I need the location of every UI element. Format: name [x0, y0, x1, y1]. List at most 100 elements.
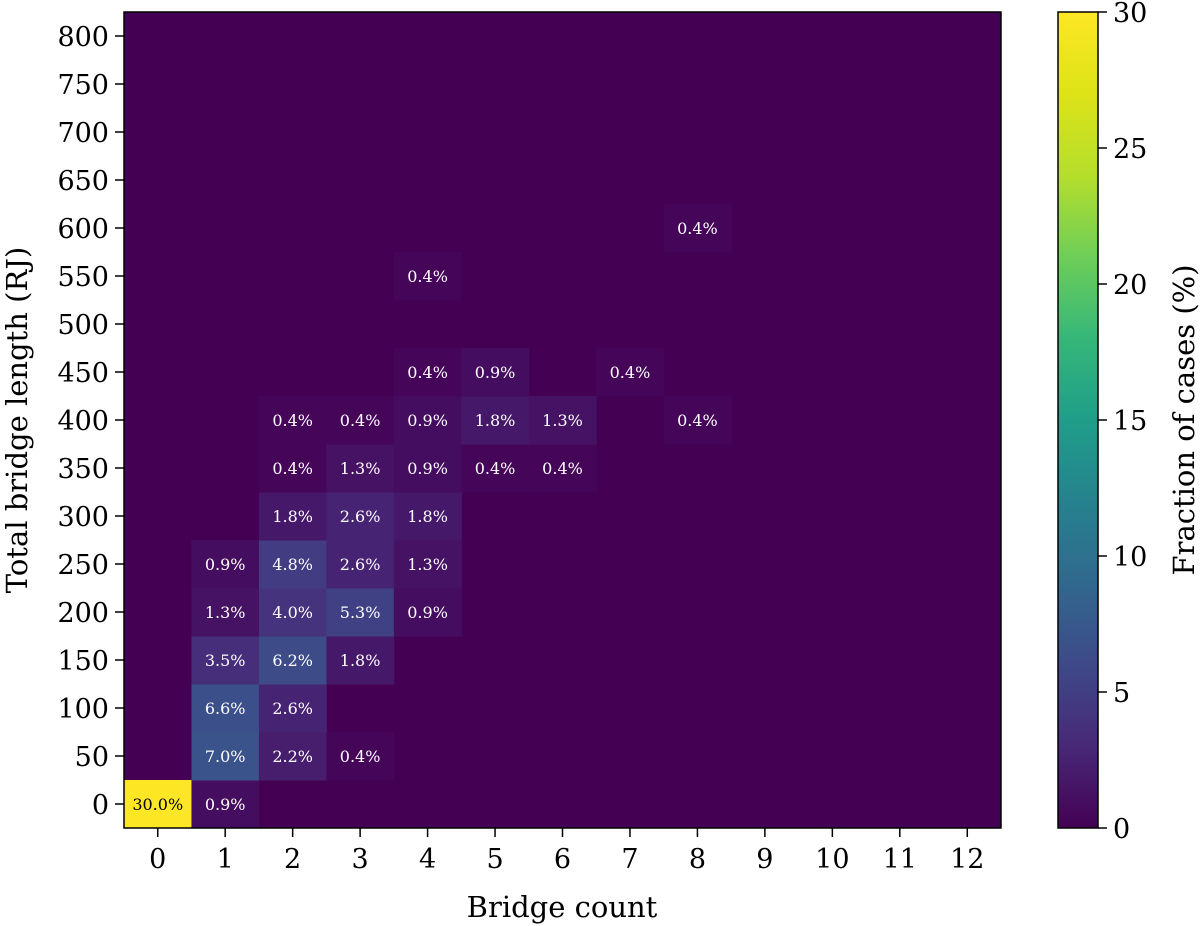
heatmap-cell — [326, 444, 395, 493]
x-tick-label: 8 — [689, 844, 706, 875]
cell-value-label: 2.6% — [272, 699, 313, 718]
heatmap-cell — [258, 396, 327, 445]
colorbar — [1057, 11, 1099, 829]
heatmap-cell — [326, 396, 395, 445]
x-tick-label: 2 — [284, 844, 301, 875]
heatmap-cell — [393, 492, 462, 541]
x-tick-label: 4 — [419, 844, 436, 875]
x-tick-label: 6 — [554, 844, 571, 875]
cell-value-label: 0.9% — [407, 603, 448, 622]
cell-value-label: 30.0% — [132, 795, 183, 814]
cell-value-label: 6.2% — [272, 651, 313, 670]
y-tick-label: 250 — [57, 550, 109, 581]
y-tick-label: 750 — [57, 70, 109, 101]
heatmap-cell — [528, 444, 597, 493]
cell-value-label: 1.3% — [340, 459, 381, 478]
cell-value-label: 0.9% — [205, 555, 246, 574]
cell-value-label: 4.0% — [272, 603, 313, 622]
cell-value-label: 0.4% — [542, 459, 583, 478]
cell-value-label: 1.3% — [542, 411, 583, 430]
cell-value-label: 3.5% — [205, 651, 246, 670]
y-axis: 0 50 100 150 200 250 300 350 400 450 500 550 600 650 7… — [57, 22, 124, 821]
heatmap-cell — [596, 348, 665, 397]
cell-value-label: 0.4% — [677, 219, 718, 238]
heatmap-cell — [663, 204, 732, 253]
heatmap-cell — [258, 588, 327, 637]
heatmap-cell — [326, 492, 395, 541]
cell-value-label: 1.8% — [407, 507, 448, 526]
x-tick-label: 0 — [149, 844, 166, 875]
cell-value-label: 1.8% — [340, 651, 381, 670]
heatmap-cell — [326, 636, 395, 685]
heatmap-cell — [191, 588, 260, 637]
x-tick-label: 9 — [756, 844, 773, 875]
heatmap-cell — [393, 348, 462, 397]
colorbar-label: Fraction of cases (%) — [1167, 264, 1200, 575]
heatmap-cell — [258, 492, 327, 541]
heatmap-cell — [393, 540, 462, 589]
heatmap-cell — [326, 732, 395, 781]
colorbar-tick-label: 0 — [1113, 814, 1130, 845]
heatmap-cells — [124, 204, 732, 829]
heatmap-cell — [461, 348, 530, 397]
heatmap-cell — [393, 444, 462, 493]
y-tick-label: 400 — [57, 406, 109, 437]
heatmap-cell — [326, 540, 395, 589]
heatmap-cell — [393, 252, 462, 301]
cell-value-label: 2.6% — [340, 507, 381, 526]
x-tick-label: 10 — [815, 844, 849, 875]
cell-value-label: 0.9% — [407, 459, 448, 478]
cell-value-label: 1.8% — [475, 411, 516, 430]
cell-value-label: 1.8% — [272, 507, 313, 526]
x-tick-label: 3 — [352, 844, 369, 875]
cell-value-label: 4.8% — [272, 555, 313, 574]
heatmap-cell — [258, 684, 327, 733]
y-tick-label: 100 — [57, 694, 109, 725]
heatmap-cell — [124, 780, 192, 829]
heatmap-cell — [393, 396, 462, 445]
y-tick-label: 0 — [92, 790, 109, 821]
heatmap-cell — [663, 396, 732, 445]
x-tick-label: 12 — [950, 844, 984, 875]
y-tick-label: 300 — [57, 502, 109, 533]
heatmap-cell — [258, 732, 327, 781]
cell-value-label: 1.3% — [407, 555, 448, 574]
y-tick-label: 350 — [57, 454, 109, 485]
cell-value-label: 0.4% — [407, 267, 448, 286]
colorbar-tick-label: 15 — [1113, 406, 1147, 437]
y-tick-label: 50 — [75, 742, 109, 773]
x-tick-label: 5 — [486, 844, 503, 875]
heatmap-cell — [191, 732, 260, 781]
cell-value-label: 5.3% — [340, 603, 381, 622]
heatmap-cell — [258, 444, 327, 493]
y-axis-label: Total bridge length (RJ) — [0, 247, 34, 594]
cell-value-label: 0.4% — [610, 363, 651, 382]
cell-value-label: 2.2% — [272, 747, 313, 766]
y-tick-label: 800 — [57, 22, 109, 53]
cell-value-label: 0.4% — [272, 459, 313, 478]
colorbar-tick-label: 10 — [1113, 542, 1147, 573]
cell-value-label: 6.6% — [205, 699, 246, 718]
cell-value-label: 0.4% — [677, 411, 718, 430]
y-tick-label: 150 — [57, 646, 109, 677]
cell-value-label: 0.4% — [340, 411, 381, 430]
x-tick-label: 7 — [621, 844, 638, 875]
x-axis: 0 1 2 3 4 5 6 7 8 9 10 11 12 — [149, 828, 984, 875]
heatmap-cell — [393, 588, 462, 637]
heatmap-cell — [191, 540, 260, 589]
x-axis-label: Bridge count — [467, 890, 658, 924]
heatmap-cell — [528, 396, 597, 445]
y-tick-label: 500 — [57, 310, 109, 341]
y-tick-label: 650 — [57, 166, 109, 197]
cell-value-label: 0.4% — [407, 363, 448, 382]
colorbar-ticks: 0 5 10 15 20 25 30 — [1098, 0, 1147, 845]
cell-value-label: 0.9% — [407, 411, 448, 430]
colorbar-tick-label: 5 — [1113, 678, 1130, 709]
cell-value-label: 0.4% — [340, 747, 381, 766]
colorbar-tick-label: 25 — [1113, 134, 1147, 165]
heatmap-cell — [258, 540, 327, 589]
x-tick-label: 1 — [217, 844, 234, 875]
x-tick-label: 11 — [883, 844, 917, 875]
y-tick-label: 600 — [57, 214, 109, 245]
cell-labels: 30.0% 0.9% 7.0% 2.2% 0.4% 6.6% 2.6% 3.5% 6.2% 1.8… — [132, 219, 717, 814]
